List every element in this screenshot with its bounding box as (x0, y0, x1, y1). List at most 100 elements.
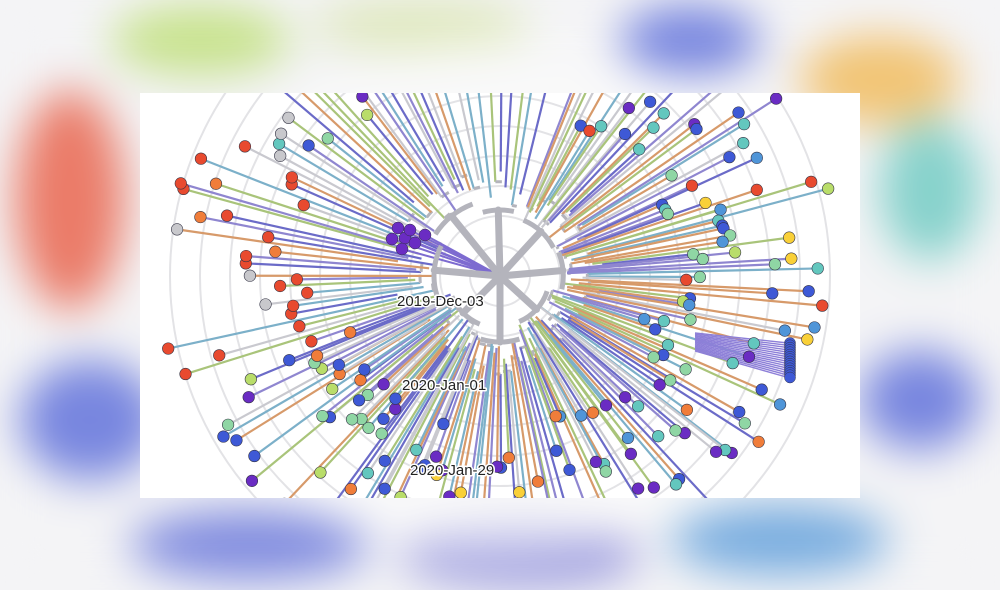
branch (568, 257, 703, 272)
branch (548, 347, 594, 414)
tip-node (378, 454, 391, 467)
tip-node (310, 349, 324, 362)
branch (564, 142, 744, 242)
tip-node (664, 374, 677, 387)
tip-node (282, 111, 295, 124)
tree-trunk (448, 212, 504, 280)
branch (381, 93, 444, 187)
branch (584, 240, 723, 265)
branch (327, 137, 428, 219)
branch (279, 154, 426, 237)
tip-node (285, 171, 298, 184)
tip-node (750, 151, 763, 164)
branch (288, 304, 427, 362)
tip-node (283, 354, 296, 367)
tip-node (358, 363, 371, 376)
tip-node (801, 333, 814, 346)
branch (380, 345, 449, 435)
tip-node (316, 409, 329, 423)
branch (427, 93, 463, 178)
tip-node (696, 252, 709, 266)
branch (534, 320, 629, 439)
tip-node (297, 198, 310, 212)
tip-node (583, 124, 596, 137)
branch (578, 282, 823, 307)
branch (532, 333, 583, 417)
tip-node (273, 279, 287, 293)
branch (472, 342, 494, 498)
branch (569, 314, 740, 413)
branch (442, 334, 479, 425)
branch (358, 333, 435, 402)
tip-node (389, 392, 402, 405)
branch (583, 156, 758, 239)
branch (587, 219, 719, 255)
tip-node (747, 337, 760, 350)
tip-node (302, 139, 315, 152)
branch (313, 305, 436, 364)
tip-node (784, 371, 796, 384)
branch (250, 304, 429, 381)
tip-node (624, 447, 637, 461)
branch (459, 365, 485, 493)
tip-node (403, 223, 417, 237)
branch (167, 289, 434, 350)
tree-trunk (459, 272, 504, 317)
tip-node (262, 231, 275, 244)
branch (519, 347, 565, 498)
branch (694, 349, 789, 376)
branch (535, 346, 597, 463)
tip-node (683, 298, 696, 312)
branch (560, 317, 661, 386)
tip-node (586, 406, 599, 419)
tip-node (595, 120, 608, 133)
date-label-2019-dec-03: 2019-Dec-03 (397, 293, 484, 310)
tip-node (665, 169, 678, 182)
tip-node (240, 249, 253, 263)
tip-node (531, 475, 545, 488)
branch (571, 224, 723, 261)
tip-node (274, 149, 287, 162)
branch (511, 341, 540, 482)
branch (278, 142, 410, 223)
tip-node (822, 182, 835, 195)
branch (694, 333, 789, 346)
branch (563, 111, 740, 234)
tip-node (679, 363, 692, 376)
tip-node (647, 121, 660, 134)
clade-arc (556, 251, 566, 290)
tip-node (259, 298, 272, 311)
tip-node (816, 299, 829, 312)
branch-arc (479, 341, 486, 347)
branch (534, 93, 604, 214)
branch (583, 303, 656, 331)
branch (590, 187, 829, 253)
tip-node (513, 486, 526, 498)
branch (412, 93, 456, 180)
branch (280, 278, 416, 288)
branch-arc (470, 331, 478, 337)
branch-arc (546, 294, 553, 302)
tip-node (391, 221, 405, 235)
branch (559, 93, 723, 227)
branch-arc (562, 252, 568, 260)
branch-arc (486, 343, 493, 348)
tip-node (301, 286, 314, 299)
tip-node (414, 462, 428, 475)
branch (569, 148, 640, 213)
tip-node (361, 108, 374, 122)
tip-node (770, 93, 783, 105)
branch (570, 318, 671, 382)
branch (414, 242, 501, 277)
branch (587, 267, 818, 276)
branch (363, 93, 443, 198)
tip-node (621, 431, 635, 445)
branch (535, 315, 680, 480)
tip-node (805, 175, 818, 188)
tip-node (657, 315, 671, 328)
tip-node (652, 430, 665, 443)
branch-arc (425, 210, 434, 219)
time-ring (169, 93, 831, 498)
tip-node (599, 465, 612, 478)
branch (350, 349, 449, 490)
